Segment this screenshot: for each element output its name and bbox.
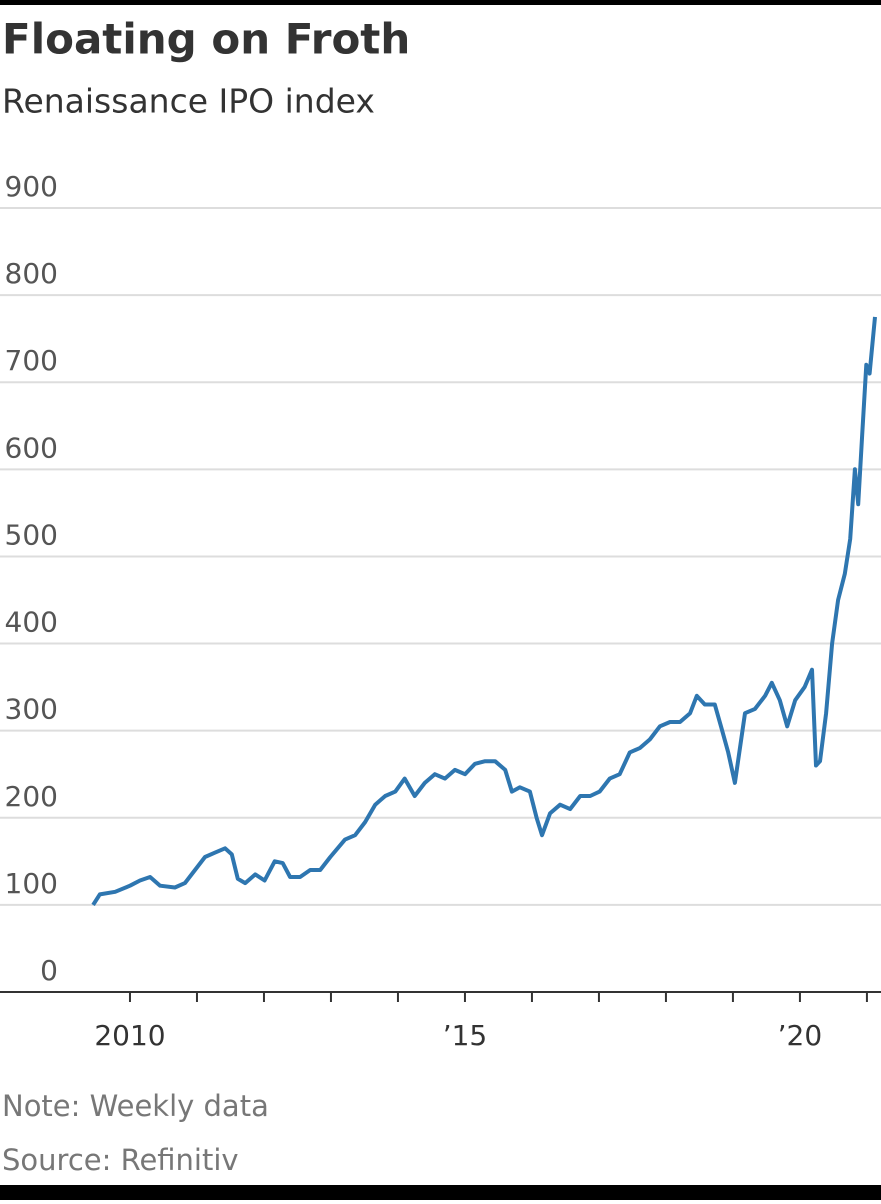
top-bar — [0, 0, 881, 5]
y-tick-label: 800 — [5, 257, 58, 290]
bottom-bar — [0, 1185, 881, 1200]
x-tick-label: ’20 — [778, 1019, 823, 1052]
y-tick-label: 200 — [5, 780, 58, 813]
y-tick-label: 0 — [40, 954, 58, 987]
y-tick-label: 500 — [5, 518, 58, 551]
source: Source: Refinitiv — [2, 1143, 239, 1177]
y-tick-label: 100 — [5, 867, 58, 900]
line-series — [91, 316, 877, 906]
x-tick-label: 2010 — [94, 1019, 165, 1052]
y-tick-label: 600 — [5, 431, 58, 464]
x-tick-label: ’15 — [443, 1019, 488, 1052]
y-tick-label: 300 — [5, 693, 58, 726]
y-tick-label: 400 — [5, 606, 58, 639]
chart-subtitle: Renaissance IPO index — [2, 82, 375, 121]
y-tick-label: 700 — [5, 344, 58, 377]
y-tick-label: 900 — [5, 170, 58, 203]
chart-title: Floating on Froth — [2, 15, 410, 64]
note: Note: Weekly data — [2, 1089, 269, 1123]
